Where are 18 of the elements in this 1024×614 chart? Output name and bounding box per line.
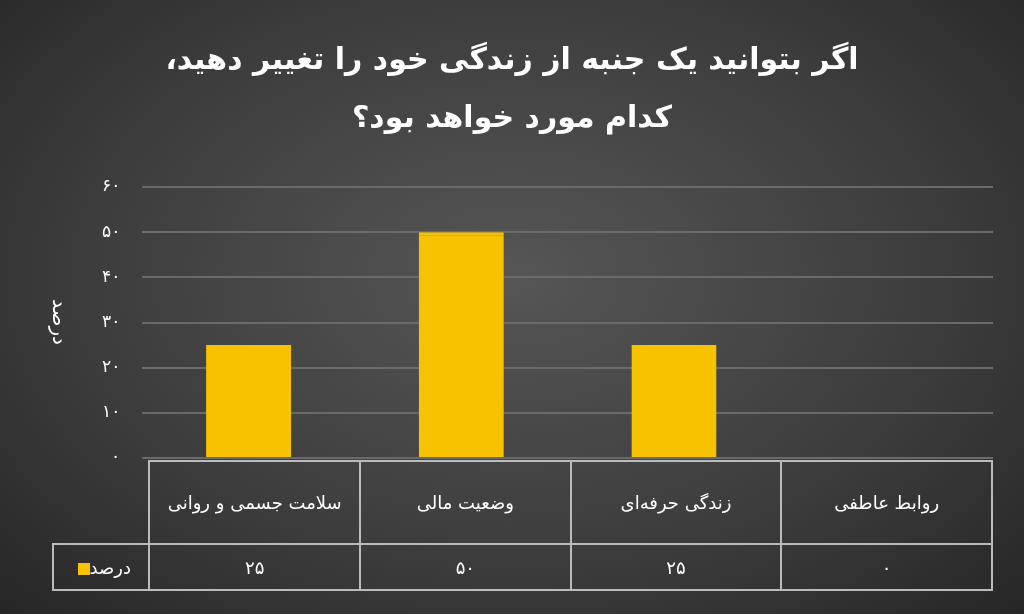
x-tick-label: روابط عاطفی: [781, 461, 992, 544]
data-label: ۲۵: [149, 544, 360, 590]
y-axis-title: درصد: [48, 297, 72, 347]
data-label: ۵۰: [359, 544, 571, 590]
chart-title: اگر بتوانید یک جنبه از زندگی خود را تغییر دهید، کدام مورد خواهد بود؟: [164, 40, 860, 137]
y-tick-label: ۱۰: [102, 401, 121, 422]
y-tick-label: ۳۰: [102, 310, 121, 331]
data-label: ۰: [781, 544, 992, 590]
y-tick-label: ۶۰: [102, 175, 121, 196]
y-tick-label: ۵۰: [102, 220, 121, 241]
y-tick-label: ۰: [111, 446, 121, 467]
x-tick-label: سلامت جسمی و روانی: [149, 461, 360, 544]
y-tick-label: ۴۰: [102, 265, 121, 286]
y-tick-label: ۲۰: [102, 356, 121, 377]
data-label: ۲۵: [570, 544, 782, 590]
legend-label: درصد: [53, 544, 150, 590]
x-tick-label: وضعیت مالی: [359, 461, 571, 544]
x-tick-label: زندگی حرفه‌ای: [570, 461, 782, 544]
